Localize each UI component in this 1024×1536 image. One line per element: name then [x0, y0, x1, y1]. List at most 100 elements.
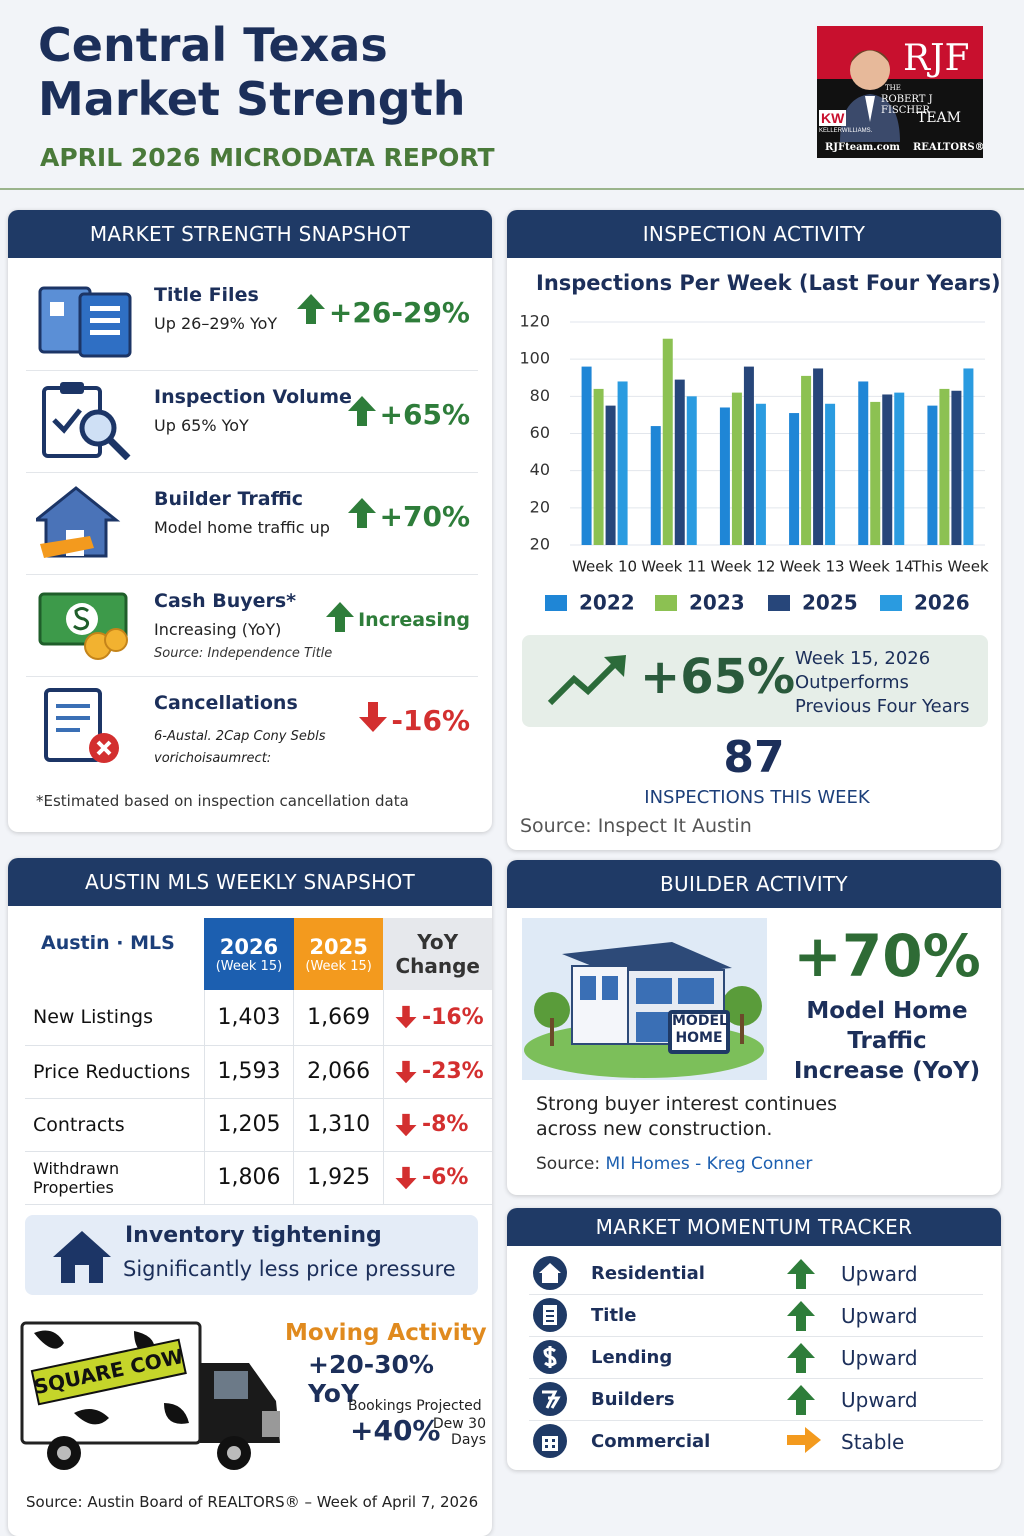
- change-value: +65%: [379, 398, 470, 431]
- row-status: Upward: [841, 1346, 918, 1370]
- icon-shape: [227, 1446, 241, 1460]
- icon: [787, 1343, 815, 1373]
- yoy-value: -6%: [421, 1165, 469, 1190]
- icon-shape: [545, 1445, 548, 1448]
- x-tick-label: Week 11: [641, 558, 706, 576]
- row-label: Withdrawn Properties: [25, 1151, 205, 1204]
- icon-shape: [107, 437, 131, 461]
- icon-shape: [722, 986, 762, 1026]
- icon: [787, 1385, 815, 1415]
- icon-shape: Austin · MLS 2026 (Week 15) 2025 (Week 15)…: [25, 918, 492, 990]
- y-tick-label: 80: [530, 386, 550, 405]
- icon-shape: [678, 978, 714, 1004]
- cell-value: 1,806: [204, 1151, 295, 1204]
- trend-arrow: [395, 1113, 417, 1136]
- icon-shape: [73, 607, 90, 631]
- icon-shape: [550, 1018, 554, 1046]
- trend-icon: [547, 655, 626, 706]
- bookings-change: +40%: [350, 1414, 441, 1447]
- column-header: YoY Change: [383, 918, 492, 990]
- icon-shape: [40, 536, 94, 558]
- builder-caption: Model Home Traffic Increase (YoY): [793, 998, 981, 1084]
- icon-shape: [214, 1371, 248, 1399]
- logo-website: RJFteam.com: [825, 142, 901, 153]
- item-name: Builder Traffic: [154, 488, 304, 510]
- y-tick-label: 120: [519, 312, 550, 331]
- bar: [731, 392, 742, 545]
- bar: [801, 375, 812, 545]
- source-prefix: Source:: [536, 1154, 601, 1174]
- column-label: 2026: [219, 934, 279, 959]
- icon: [326, 602, 355, 632]
- yoy: -16%: [392, 1002, 492, 1032]
- item-change: Increasing: [326, 602, 470, 637]
- icon: [296, 294, 325, 324]
- trend-arrow: [296, 294, 325, 331]
- icon-shape: [57, 1446, 71, 1460]
- highlight-value: +65%: [640, 649, 796, 705]
- bar: [825, 403, 836, 545]
- icon: [533, 1382, 567, 1416]
- cell-value: 1,925: [293, 1151, 384, 1204]
- panel-heading: MARKET STRENGTH SNAPSHOT: [8, 210, 492, 258]
- header-rule: [0, 188, 1024, 190]
- icon-shape: [865, 96, 875, 122]
- column-label: 2025: [309, 934, 368, 959]
- logo-monogram: RJF: [903, 38, 970, 79]
- source: Source: Inspect It Austin: [520, 815, 752, 837]
- icon-shape: [543, 1346, 557, 1368]
- yoy-value: -16%: [421, 1004, 484, 1030]
- icon: [38, 286, 132, 358]
- trend-arrow: [787, 1427, 821, 1457]
- inspection-panel: INSPECTION ACTIVITY Inspections Per Week…: [507, 210, 1001, 850]
- icon-shape: [90, 306, 120, 311]
- column-header: 2026 (Week 15): [204, 918, 294, 990]
- icon-shape: [347, 396, 376, 426]
- icon: [395, 1060, 417, 1083]
- x-tick-label: This Week: [911, 558, 989, 576]
- icon: [44, 688, 119, 763]
- builder-change: +70%: [793, 922, 981, 990]
- panel-heading: MARKET MOMENTUM TRACKER: [507, 1208, 1001, 1246]
- icon-shape: [602, 976, 618, 1000]
- legend-swatch: [655, 595, 677, 611]
- item-change: +70%: [347, 498, 470, 535]
- icon: [395, 1166, 417, 1189]
- yoy-cell: -6%: [383, 1151, 492, 1204]
- snapshot-panel: MARKET STRENGTH SNAPSHOT *Estimated base…: [8, 210, 492, 832]
- bar: [858, 381, 869, 545]
- icon: [787, 1259, 815, 1289]
- column-header: 2025 (Week 15): [293, 918, 384, 990]
- subtitle: APRIL 2026 MICRODATA REPORT: [40, 143, 495, 172]
- y-tick-label: 20: [530, 535, 550, 554]
- icon-shape: [56, 716, 90, 720]
- yoy-cell: -8%: [383, 1098, 492, 1151]
- row-label: Price Reductions: [25, 1045, 205, 1098]
- item-detail: Increasing (YoY): [154, 620, 282, 639]
- agent-photo: [840, 50, 900, 142]
- source-name: MI Homes - Kreg Conner: [605, 1154, 813, 1174]
- icon: [31, 486, 121, 558]
- change-value: +26-29%: [328, 296, 470, 329]
- icon: [395, 1006, 417, 1029]
- count: 87: [723, 732, 785, 783]
- momentum-row: Commercial Stable: [529, 1422, 983, 1462]
- icon-shape: New Listings 1,403 1,669 -16% Price Reductio…: [25, 990, 492, 1204]
- item-change: +65%: [347, 396, 470, 433]
- count-label: INSPECTIONS THIS WEEK: [644, 787, 870, 808]
- item-change: +26-29%: [296, 294, 470, 331]
- mls-panel: AUSTIN MLS WEEKLY SNAPSHOT Austin · MLS …: [8, 858, 492, 1536]
- row-name: Lending: [591, 1347, 673, 1368]
- legend-label: 2026: [914, 591, 970, 615]
- change-value: Increasing: [358, 608, 470, 631]
- icon: [395, 1113, 417, 1136]
- bar: [719, 407, 730, 545]
- icon-shape: [787, 1301, 815, 1331]
- row-name: Residential: [591, 1263, 705, 1284]
- bar: [927, 405, 938, 545]
- bar: [813, 368, 824, 545]
- item-name: Inspection Volume: [154, 386, 352, 408]
- y-tick-label: 40: [530, 460, 550, 479]
- row-icon: [533, 1382, 569, 1422]
